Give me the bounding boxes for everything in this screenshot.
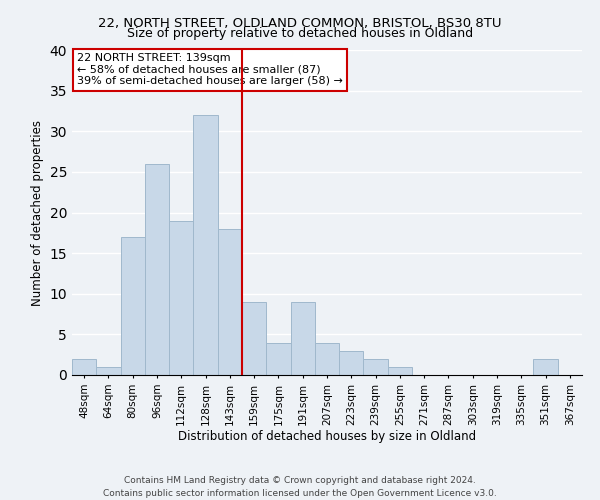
Y-axis label: Number of detached properties: Number of detached properties — [31, 120, 44, 306]
Bar — [315, 342, 339, 375]
Text: 22, NORTH STREET, OLDLAND COMMON, BRISTOL, BS30 8TU: 22, NORTH STREET, OLDLAND COMMON, BRISTO… — [98, 18, 502, 30]
Bar — [121, 237, 145, 375]
X-axis label: Distribution of detached houses by size in Oldland: Distribution of detached houses by size … — [178, 430, 476, 444]
Bar — [218, 229, 242, 375]
Bar — [388, 367, 412, 375]
Bar — [72, 359, 96, 375]
Bar — [266, 342, 290, 375]
Bar — [339, 350, 364, 375]
Bar — [193, 115, 218, 375]
Bar — [96, 367, 121, 375]
Bar — [169, 220, 193, 375]
Bar — [533, 359, 558, 375]
Bar — [290, 302, 315, 375]
Text: 22 NORTH STREET: 139sqm
← 58% of detached houses are smaller (87)
39% of semi-de: 22 NORTH STREET: 139sqm ← 58% of detache… — [77, 53, 343, 86]
Bar — [242, 302, 266, 375]
Bar — [145, 164, 169, 375]
Bar — [364, 359, 388, 375]
Text: Contains HM Land Registry data © Crown copyright and database right 2024.
Contai: Contains HM Land Registry data © Crown c… — [103, 476, 497, 498]
Text: Size of property relative to detached houses in Oldland: Size of property relative to detached ho… — [127, 28, 473, 40]
